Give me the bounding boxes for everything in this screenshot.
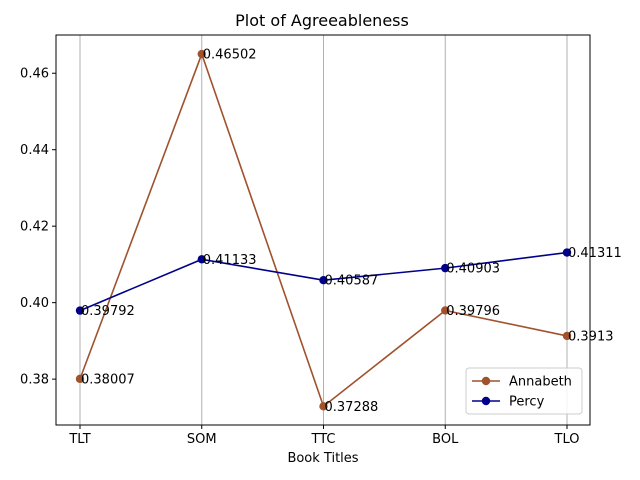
data-point-percy [75,306,85,315]
data-labels: 0.38007 0.46502 0.37288 0.39796 0.3913 0.3979… [81,48,622,415]
x-tick-label: TLO [554,432,580,447]
y-axis-ticks: 0.38 0.40 0.42 0.44 0.46 [20,67,56,388]
x-tick-label: BOL [432,432,459,447]
legend-marker-percy [481,396,491,406]
data-label-percy: 0.41133 [203,253,257,268]
data-point-percy [441,263,450,273]
x-tick-label: TTC [311,432,336,447]
data-point-annabeth [441,306,450,315]
y-tick-label: 0.46 [20,67,49,82]
data-label-percy: 0.40903 [446,262,500,277]
legend-label-annabeth: Annabeth [509,375,572,390]
x-tick-label: SOM [187,432,217,447]
data-label-annabeth: 0.37288 [325,400,379,415]
y-tick-label: 0.38 [20,373,49,388]
data-label-percy: 0.39792 [81,304,135,319]
data-label-percy: 0.40587 [325,274,379,289]
data-label-annabeth: 0.38007 [81,372,135,387]
legend-box [465,367,583,415]
series-layer [75,49,572,411]
x-axis-ticks: TLT SOM TTC BOL TLO [68,425,579,447]
data-label-annabeth: 0.39796 [446,304,500,319]
y-tick-label: 0.42 [20,220,49,235]
legend-label-percy: Percy [509,395,545,410]
legend: Annabeth Percy [465,367,583,415]
data-point-annabeth [319,402,328,411]
data-label-percy: 0.41311 [568,246,622,261]
data-point-percy [319,276,328,285]
y-tick-label: 0.44 [20,143,49,158]
x-axis-label: Book Titles [287,451,358,466]
data-label-annabeth: 0.46502 [203,48,257,63]
data-point-percy [197,255,206,264]
y-tick-label: 0.40 [20,296,49,311]
data-point-annabeth [562,331,572,341]
data-point-annabeth [75,374,85,384]
data-point-percy [562,248,572,257]
chart-title: Plot of Agreeableness [235,11,409,30]
grid-lines [79,35,568,425]
data-label-annabeth: 0.3913 [568,329,614,344]
legend-marker-annabeth [481,376,491,386]
x-tick-label: TLT [68,432,90,447]
data-point-annabeth [197,49,206,59]
